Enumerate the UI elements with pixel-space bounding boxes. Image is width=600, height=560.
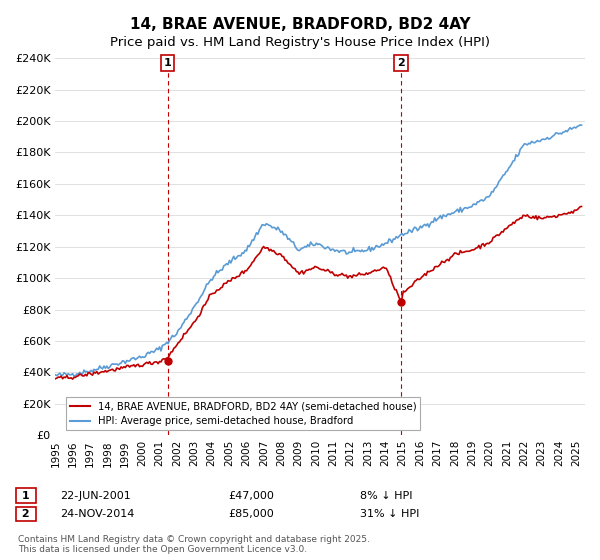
Text: 1: 1 (164, 58, 172, 68)
Text: 1: 1 (18, 491, 34, 501)
Text: Price paid vs. HM Land Registry's House Price Index (HPI): Price paid vs. HM Land Registry's House … (110, 36, 490, 49)
Text: 8% ↓ HPI: 8% ↓ HPI (360, 491, 413, 501)
Text: 2: 2 (397, 58, 405, 68)
Text: 22-JUN-2001: 22-JUN-2001 (60, 491, 131, 501)
Text: £85,000: £85,000 (228, 509, 274, 519)
Text: 14, BRAE AVENUE, BRADFORD, BD2 4AY: 14, BRAE AVENUE, BRADFORD, BD2 4AY (130, 17, 470, 32)
Text: 31% ↓ HPI: 31% ↓ HPI (360, 509, 419, 519)
Text: 24-NOV-2014: 24-NOV-2014 (60, 509, 134, 519)
Text: Contains HM Land Registry data © Crown copyright and database right 2025.
This d: Contains HM Land Registry data © Crown c… (18, 535, 370, 554)
Legend: 14, BRAE AVENUE, BRADFORD, BD2 4AY (semi-detached house), HPI: Average price, se: 14, BRAE AVENUE, BRADFORD, BD2 4AY (semi… (66, 397, 421, 430)
Text: £47,000: £47,000 (228, 491, 274, 501)
Text: 2: 2 (18, 509, 34, 519)
